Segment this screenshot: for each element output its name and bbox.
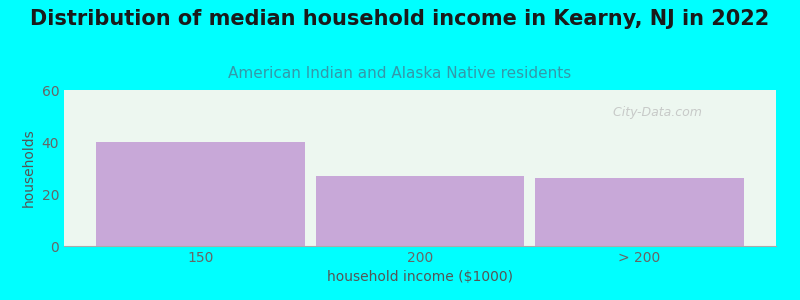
- X-axis label: household income ($1000): household income ($1000): [327, 270, 513, 284]
- Bar: [316, 176, 524, 246]
- Text: Distribution of median household income in Kearny, NJ in 2022: Distribution of median household income …: [30, 9, 770, 29]
- Bar: [96, 142, 305, 246]
- Bar: [535, 178, 744, 246]
- Text: City-Data.com: City-Data.com: [605, 106, 702, 118]
- Text: American Indian and Alaska Native residents: American Indian and Alaska Native reside…: [228, 66, 572, 81]
- Y-axis label: households: households: [22, 129, 36, 207]
